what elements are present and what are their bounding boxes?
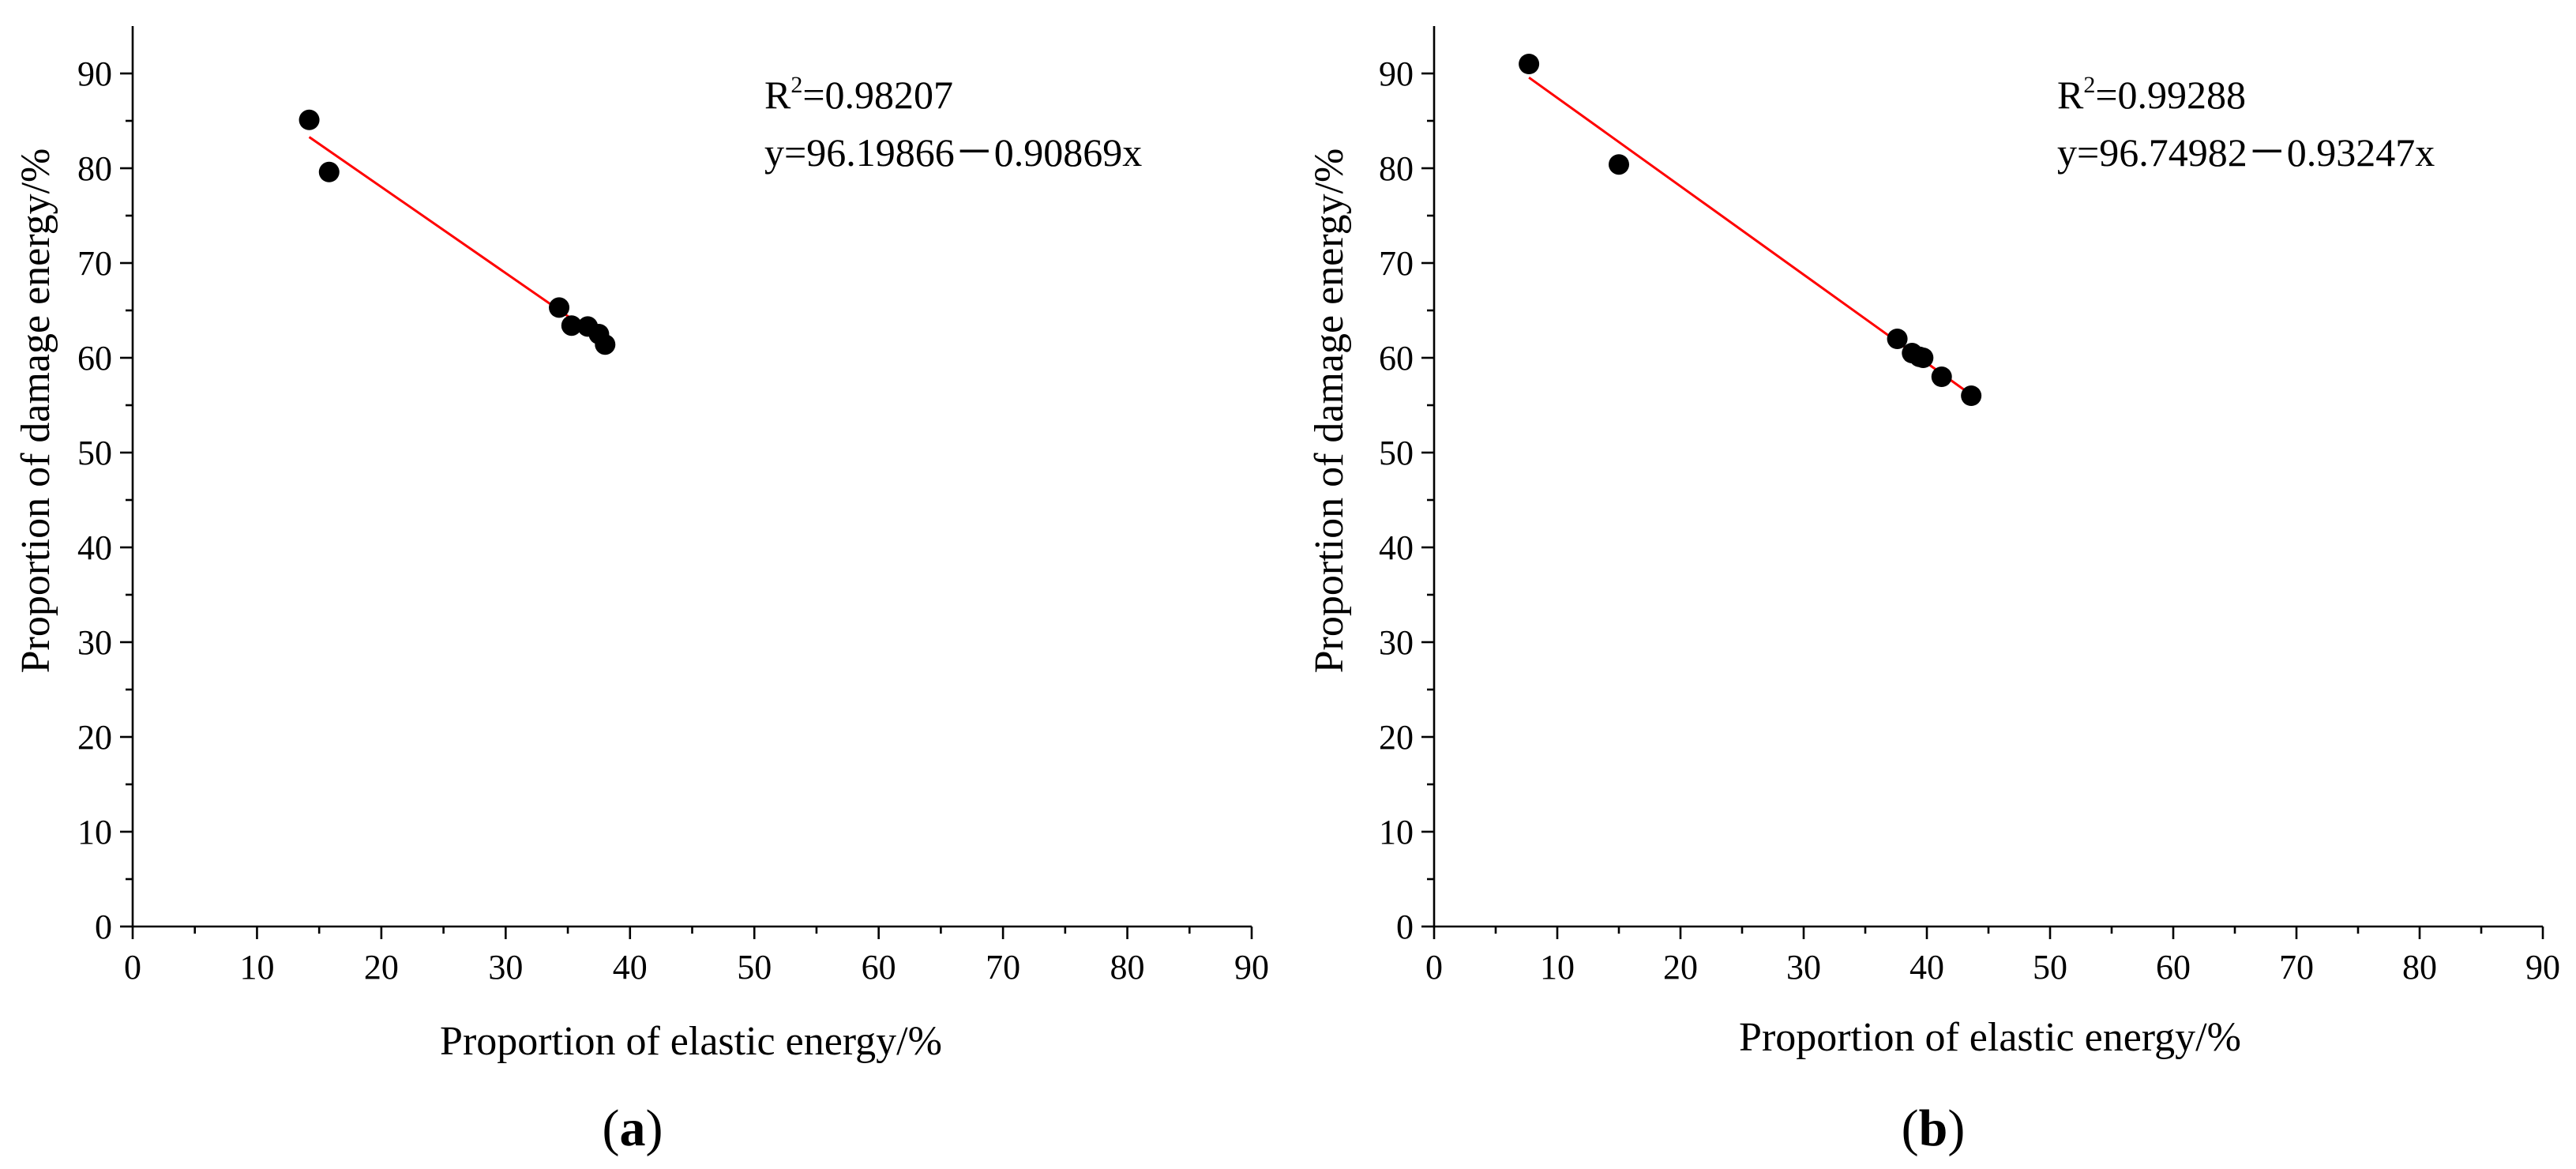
panel-b-data-point xyxy=(1519,54,1540,74)
panel-a-equation: y=96.19866－0.90869x xyxy=(764,130,1142,175)
panel-b-x-tick-label: 40 xyxy=(1909,948,1944,987)
panel-b-data-point xyxy=(1913,348,1934,368)
panel-a-x-tick-label: 50 xyxy=(737,948,772,987)
panel-b-y-tick-labels: 0 10 20 30 40 50 60 70 80 90 xyxy=(1379,55,1414,946)
panel-b-data-point xyxy=(1931,366,1952,387)
panel-b-y-tick-label: 50 xyxy=(1379,434,1414,472)
panel-b-y-tick-label: 30 xyxy=(1379,623,1414,662)
panel-a-x-tick-label: 30 xyxy=(488,948,523,987)
panel-a-y-tick-label: 30 xyxy=(77,623,112,662)
panel-b-y-tick-label: 70 xyxy=(1379,244,1414,283)
panel-b-y-tick-label: 0 xyxy=(1396,908,1414,946)
panel-a-y-tick-label: 90 xyxy=(77,55,112,93)
panel-b-y-tick-label: 40 xyxy=(1379,528,1414,567)
panel-b-data-point xyxy=(1887,329,1908,349)
panel-a-y-tick-label: 20 xyxy=(77,718,112,757)
panel-a-x-tick-label: 10 xyxy=(239,948,274,987)
panel-a-x-tick-label: 40 xyxy=(613,948,648,987)
panel-a-data-point xyxy=(595,334,616,355)
panel-a-y-axis-title: Proportion of damage energy/% xyxy=(13,148,58,674)
panel-b-x-tick-label: 0 xyxy=(1425,948,1443,987)
panel-b-x-tick-label: 10 xyxy=(1540,948,1575,987)
panel-a-y-tick-label: 60 xyxy=(77,339,112,378)
panel-b-y-tick-label: 90 xyxy=(1379,55,1414,93)
panel-a-r2-annotation: R2=0.98207 xyxy=(764,72,953,117)
panel-b-equation: y=96.74982－0.93247x xyxy=(2057,130,2435,175)
panel-b-x-tick-label: 80 xyxy=(2402,948,2437,987)
panel-a-y-tick-labels: 0 10 20 30 40 50 60 70 80 90 xyxy=(77,55,112,946)
panel-a-data-point xyxy=(299,109,320,130)
panel-b-x-axis-title: Proportion of elastic energy/% xyxy=(1739,1015,2241,1060)
panel-a-x-axis-title: Proportion of elastic energy/% xyxy=(440,1019,942,1064)
panel-b-data-point xyxy=(1961,385,1982,406)
panel-a: 0 10 20 30 40 50 60 70 80 90 0102030405060708090 … xyxy=(13,26,1269,1157)
panel-a-y-tick-label: 80 xyxy=(77,149,112,188)
panel-b-points xyxy=(1519,54,1982,406)
panel-b-x-tick-label: 30 xyxy=(1786,948,1821,987)
panel-b-axis-frame xyxy=(1433,26,2543,928)
panel-a-y-tick-label: 10 xyxy=(77,813,112,851)
panel-b-r2-annotation: R2=0.99288 xyxy=(2057,72,2246,117)
panel-a-x-tick-label: 70 xyxy=(986,948,1020,987)
panel-b-x-tick-label: 90 xyxy=(2525,948,2560,987)
panel-a-x-tick-label: 20 xyxy=(364,948,399,987)
panel-a-data-point xyxy=(561,315,582,336)
panel-a-x-tick-labels: 0 10 20 30 40 50 60 70 80 90 xyxy=(124,948,1269,987)
panel-a-y-tick-label: 70 xyxy=(77,244,112,283)
panel-b-x-tick-label: 50 xyxy=(2033,948,2067,987)
panel-a-y-tick-label: 40 xyxy=(77,528,112,567)
panel-b-x-tick-label: 60 xyxy=(2156,948,2191,987)
panel-a-y-tick-label: 50 xyxy=(77,434,112,472)
panel-b-x-tick-label: 20 xyxy=(1663,948,1698,987)
panel-b-x-tick-label: 70 xyxy=(2279,948,2314,987)
panel-b-y-tick-label: 60 xyxy=(1379,339,1414,378)
panel-b-ticks xyxy=(1421,72,2544,939)
panel-b: 0 10 20 30 40 50 60 70 80 90 0102030405060708090 … xyxy=(1307,26,2560,1157)
panel-a-data-point xyxy=(318,161,340,182)
panel-a-data-point xyxy=(549,297,570,318)
panel-a-x-tick-label: 0 xyxy=(124,948,141,987)
panel-b-y-tick-label: 10 xyxy=(1379,813,1414,851)
panel-b-y-tick-label: 80 xyxy=(1379,149,1414,188)
panel-a-axis-frame xyxy=(131,26,1252,928)
panel-a-y-tick-label: 0 xyxy=(95,908,112,946)
panel-b-label: (b) xyxy=(1902,1099,1966,1157)
panel-b-x-tick-labels: 0 10 20 30 40 50 60 70 80 90 xyxy=(1425,948,2560,987)
panel-a-points xyxy=(299,109,616,355)
panel-b-y-tick-label: 20 xyxy=(1379,718,1414,757)
panel-a-label: (a) xyxy=(603,1099,663,1157)
panel-b-data-point xyxy=(1609,154,1629,175)
panel-b-y-axis-title: Proportion of damage energy/% xyxy=(1307,148,1352,674)
panel-a-x-tick-label: 60 xyxy=(862,948,896,987)
panel-a-x-tick-label: 80 xyxy=(1110,948,1145,987)
panel-a-x-tick-label: 90 xyxy=(1234,948,1269,987)
panel-a-ticks xyxy=(120,72,1253,939)
